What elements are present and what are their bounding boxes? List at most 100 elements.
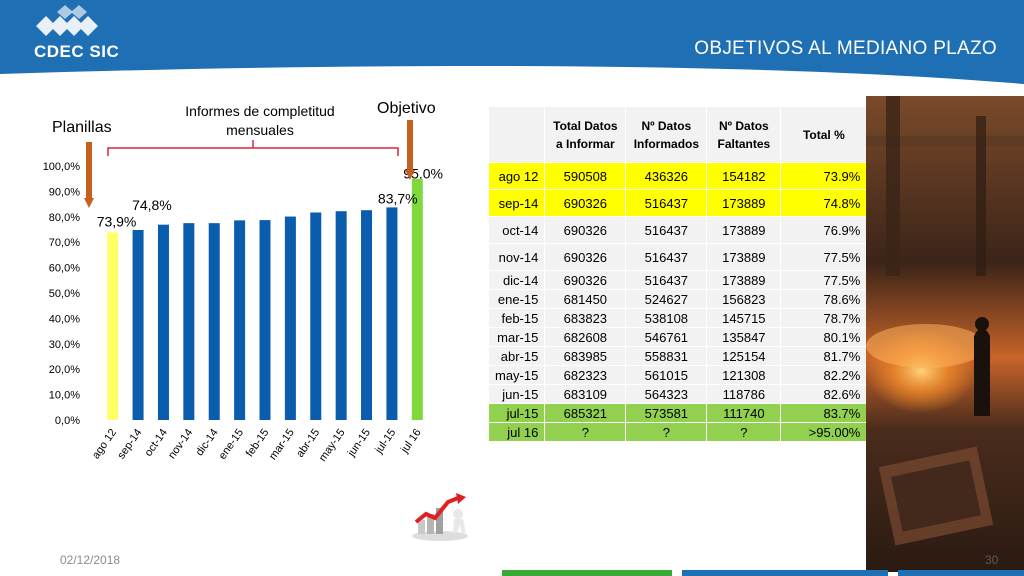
- table-cell: 77.5%: [780, 270, 868, 290]
- objetivo-arrow-head: [405, 170, 415, 180]
- plant-photo: [866, 96, 1024, 572]
- bar-dic-14: [208, 223, 220, 420]
- table-cell: 558831: [625, 346, 708, 366]
- data-label: 74,8%: [132, 197, 172, 213]
- informes-bracket: [107, 140, 399, 156]
- x-tick-label: ago 12: [90, 427, 119, 461]
- x-tick-label: jul 16: [398, 427, 423, 456]
- y-tick-label: 0,0%: [55, 415, 80, 427]
- table-cell: 125154: [706, 346, 782, 366]
- growth-chart-icon: [412, 493, 468, 541]
- row-month-cell: abr-15: [487, 346, 546, 366]
- slide-title: OBJETIVOS AL MEDIANO PLAZO: [694, 38, 997, 59]
- y-tick-label: 80,0%: [49, 212, 80, 224]
- x-tick-label: ene-15: [217, 427, 246, 462]
- table-cell: 81.7%: [780, 346, 868, 366]
- x-tick-label: mar-15: [267, 427, 297, 462]
- table-row: may-15 682323 561015 121308 82.2%: [487, 365, 868, 385]
- table-row: jun-15 683109 564323 118786 82.6%: [487, 384, 868, 404]
- table-cell: 573581: [625, 403, 708, 423]
- table-cell: 685321: [544, 403, 627, 423]
- y-tick-label: 60,0%: [49, 263, 80, 275]
- page-number: 30: [985, 553, 999, 567]
- table-cell: 516437: [625, 270, 708, 290]
- completeness-table: Total Datos a Informar Nº Datos Informados…: [487, 106, 868, 442]
- table-cell: ?: [544, 422, 627, 442]
- informes-label-line1: Informes de completitud: [185, 103, 334, 119]
- table-header-percent: Total %: [780, 106, 868, 163]
- table-cell: >95.00%: [780, 422, 868, 442]
- table-cell: 516437: [625, 189, 708, 217]
- table-body: ago 12 590508 436326 154182 73.9% sep-14 69032…: [487, 162, 868, 442]
- y-axis: 0,0% 10,0% 20,0% 30,0% 40,0% 50,0% 60,0% 70,0% 8…: [43, 161, 81, 427]
- table-cell: ?: [706, 422, 782, 442]
- bar-sep-14: [132, 230, 144, 420]
- table-row: abr-15 683985 558831 125154 81.7%: [487, 346, 868, 366]
- objetivo-arrow-shaft: [407, 120, 413, 172]
- table-header-month: [487, 106, 546, 163]
- table-header-total: Total Datos a Informar: [544, 106, 627, 163]
- table-cell: 77.5%: [780, 243, 868, 271]
- table-row: sep-14 690326 516437 173889 74.8%: [487, 189, 868, 217]
- row-month-cell: jul 16: [487, 422, 546, 442]
- table-cell: 135847: [706, 327, 782, 347]
- table-cell: 682608: [544, 327, 627, 347]
- header-band: [0, 0, 1024, 84]
- table-cell: ?: [625, 422, 708, 442]
- table-cell: 145715: [706, 308, 782, 328]
- table-cell: 111740: [706, 403, 782, 423]
- x-tick-label: jun-15: [345, 427, 373, 460]
- footer-stripe-blue2: [898, 570, 1024, 576]
- table-header-row: Total Datos a Informar Nº Datos Informados…: [487, 106, 868, 163]
- table-row: jul 16??? >95.00%: [487, 422, 868, 442]
- table-cell: 690326: [544, 216, 627, 244]
- table-cell: 156823: [706, 289, 782, 309]
- bar-jun-15: [361, 210, 373, 420]
- table-header-informados: Nº Datos Informados: [625, 106, 708, 163]
- table-cell: 516437: [625, 243, 708, 271]
- table-row: feb-15 683823 538108 145715 78.7%: [487, 308, 868, 328]
- row-month-cell: feb-15: [487, 308, 546, 328]
- table-row: dic-14 690326 516437 173889 77.5%: [487, 270, 868, 290]
- x-tick-label: may-15: [317, 427, 348, 464]
- table-cell: 80.1%: [780, 327, 868, 347]
- planillas-arrow-head: [84, 198, 94, 208]
- planillas-arrow-shaft: [86, 142, 92, 200]
- table-cell: 516437: [625, 216, 708, 244]
- bar-nov-14: [183, 223, 195, 420]
- objetivo-label: Objetivo: [377, 100, 436, 117]
- table-cell: 436326: [625, 162, 708, 190]
- table-cell: 82.2%: [780, 365, 868, 385]
- x-tick-label: sep-14: [115, 427, 144, 461]
- table-row: ene-15 681450 524627 156823 78.6%: [487, 289, 868, 309]
- x-axis-labels: ago 12sep-14oct-14nov-14dic-14ene-15feb-…: [90, 427, 424, 464]
- table-cell: 683823: [544, 308, 627, 328]
- table-cell: 83.7%: [780, 403, 868, 423]
- table-cell: 173889: [706, 243, 782, 271]
- table-cell: 682323: [544, 365, 627, 385]
- y-tick-label: 90,0%: [49, 186, 80, 198]
- data-labels: 73,9%74,8% 83,7% 95.0%: [97, 166, 443, 230]
- bar-oct-14: [157, 224, 169, 420]
- table-cell: 690326: [544, 270, 627, 290]
- x-tick-label: jul-15: [373, 427, 399, 457]
- row-month-cell: jun-15: [487, 384, 546, 404]
- table-cell: 76.9%: [780, 216, 868, 244]
- cdec-logo-icon: [36, 5, 98, 36]
- table-cell: 173889: [706, 216, 782, 244]
- bar-feb-15: [259, 220, 271, 420]
- data-label: 95.0%: [403, 166, 443, 182]
- data-label: 73,9%: [97, 213, 137, 229]
- bar-mar-15: [284, 216, 296, 420]
- bar-jul-15: [386, 207, 398, 420]
- row-month-cell: oct-14: [487, 216, 546, 244]
- row-month-cell: dic-14: [487, 270, 546, 290]
- row-month-cell: nov-14: [487, 243, 546, 271]
- planillas-label: Planillas: [52, 119, 112, 136]
- informes-label-line2: mensuales: [226, 122, 294, 138]
- table-cell: 683985: [544, 346, 627, 366]
- table-cell: 74.8%: [780, 189, 868, 217]
- row-month-cell: sep-14: [487, 189, 546, 217]
- data-label: 83,7%: [378, 190, 418, 206]
